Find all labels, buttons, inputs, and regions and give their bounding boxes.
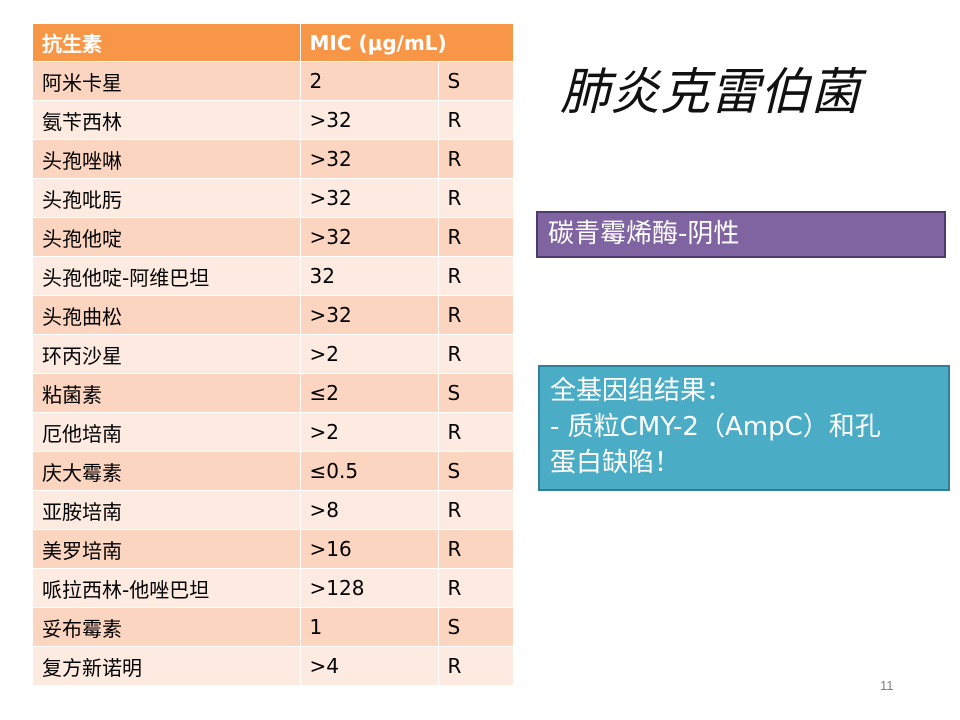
table-cell-drug: 头孢曲松	[33, 295, 301, 335]
wgs-line-1: 全基因组结果：	[550, 376, 733, 406]
table-row: 哌拉西林-他唑巴坦 >128 R	[33, 568, 514, 608]
table-cell-result: S	[438, 373, 514, 413]
table-cell-drug: 复方新诺明	[33, 646, 301, 686]
table-row: 头孢他啶 >32 R	[33, 217, 514, 257]
table-cell-drug: 头孢他啶	[33, 217, 301, 257]
page-title: 肺炎克雷伯菌	[560, 63, 860, 121]
table-row: 复方新诺明 >4 R	[33, 646, 514, 686]
wgs-line-2: - 质粒CMY-2（AmpC）和孔	[550, 412, 881, 442]
table-cell-drug: 庆大霉素	[33, 451, 301, 491]
table-cell-mic: >32	[300, 217, 439, 257]
table-cell-mic: ≤2	[300, 373, 439, 413]
table-cell-result: R	[438, 334, 514, 374]
table-cell-drug: 头孢吡肟	[33, 178, 301, 218]
table-cell-drug: 头孢他啶-阿维巴坦	[33, 256, 301, 296]
table-cell-result: R	[438, 256, 514, 296]
table-cell-mic: >32	[300, 295, 439, 335]
carbapenemase-result-box: 碳青霉烯酶-阴性	[536, 211, 946, 258]
table-cell-mic: >2	[300, 412, 439, 452]
table-row: 庆大霉素 ≤0.5 S	[33, 451, 514, 491]
table-row: 环丙沙星 >2 R	[33, 334, 514, 374]
table-cell-mic: ≤0.5	[300, 451, 439, 491]
table-cell-mic: >16	[300, 529, 439, 569]
table-row: 头孢唑啉 >32 R	[33, 139, 514, 179]
table-cell-mic: >32	[300, 178, 439, 218]
table-cell-mic: 1	[300, 607, 439, 647]
table-cell-mic: >4	[300, 646, 439, 686]
table-cell-drug: 氨苄西林	[33, 100, 301, 140]
table-cell-mic: >128	[300, 568, 439, 608]
table-row: 亚胺培南 >8 R	[33, 490, 514, 530]
table-cell-result: R	[438, 139, 514, 179]
table-cell-drug: 粘菌素	[33, 373, 301, 413]
table-row: 粘菌素 ≤2 S	[33, 373, 514, 413]
table-cell-drug: 美罗培南	[33, 529, 301, 569]
table-cell-mic: >8	[300, 490, 439, 530]
table-cell-result: R	[438, 646, 514, 686]
wgs-result-box: 全基因组结果： - 质粒CMY-2（AmpC）和孔 蛋白缺陷！	[538, 365, 950, 491]
table-cell-result: S	[438, 451, 514, 491]
table-cell-drug: 环丙沙星	[33, 334, 301, 374]
table-cell-mic: >32	[300, 100, 439, 140]
table-cell-result: R	[438, 529, 514, 569]
table-cell-drug: 阿米卡星	[33, 61, 301, 101]
table-row: 厄他培南 >2 R	[33, 412, 514, 452]
table-cell-result: R	[438, 412, 514, 452]
table-row: 头孢他啶-阿维巴坦 32 R	[33, 256, 514, 296]
table-cell-drug: 妥布霉素	[33, 607, 301, 647]
table-header-row: 抗生素 MIC (μg/mL)	[33, 24, 514, 62]
table-cell-result: R	[438, 295, 514, 335]
table-cell-drug: 头孢唑啉	[33, 139, 301, 179]
table-cell-result: R	[438, 490, 514, 530]
table-row: 阿米卡星 2 S	[33, 61, 514, 101]
wgs-line-3: 蛋白缺陷！	[550, 448, 681, 478]
table-cell-drug: 厄他培南	[33, 412, 301, 452]
table-cell-result: S	[438, 61, 514, 101]
table-row: 氨苄西林 >32 R	[33, 100, 514, 140]
table-body: 阿米卡星 2 S 氨苄西林 >32 R 头孢唑啉 >32 R 头孢吡肟 >32 R 头孢他啶 >32 R 头孢…	[33, 61, 514, 686]
table-cell-result: R	[438, 178, 514, 218]
table-cell-drug: 亚胺培南	[33, 490, 301, 530]
table-row: 头孢曲松 >32 R	[33, 295, 514, 335]
table-cell-result: R	[438, 100, 514, 140]
table-cell-mic: >32	[300, 139, 439, 179]
table-cell-result: S	[438, 607, 514, 647]
table-row: 头孢吡肟 >32 R	[33, 178, 514, 218]
mic-table: 抗生素 MIC (μg/mL) 阿米卡星 2 S 氨苄西林 >32 R 头孢唑啉 >32 R 头孢…	[33, 24, 514, 686]
table-cell-mic: 2	[300, 61, 439, 101]
page-number: 11	[880, 678, 894, 693]
table-cell-result: R	[438, 217, 514, 257]
table-row: 妥布霉素 1 S	[33, 607, 514, 647]
header-mic: MIC (μg/mL)	[300, 24, 514, 62]
table-cell-mic: >2	[300, 334, 439, 374]
table-cell-drug: 哌拉西林-他唑巴坦	[33, 568, 301, 608]
table-row: 美罗培南 >16 R	[33, 529, 514, 569]
table-cell-result: R	[438, 568, 514, 608]
header-antibiotic: 抗生素	[33, 24, 301, 62]
table-cell-mic: 32	[300, 256, 439, 296]
